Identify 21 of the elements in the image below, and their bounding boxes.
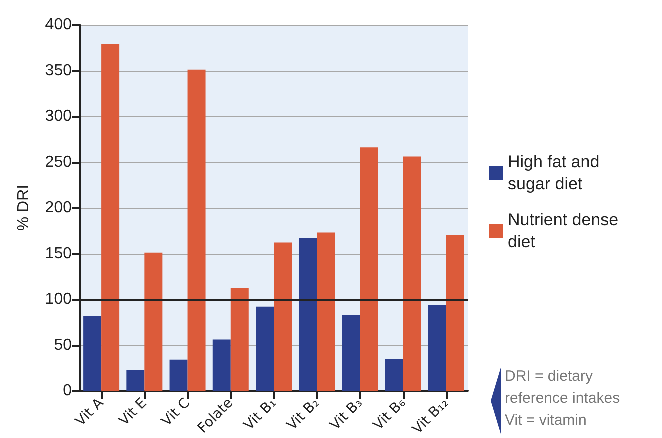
x-tick-label: Vit B₃ xyxy=(327,395,366,434)
x-tick-label: Vit B₆ xyxy=(370,395,410,434)
y-tick-label: 200 xyxy=(45,200,72,216)
x-tick-label: Vit B₂ xyxy=(284,395,323,434)
y-tick-label: 400 xyxy=(45,16,72,34)
y-tick-label: 100 xyxy=(45,291,72,308)
y-tick-label: 350 xyxy=(45,62,72,80)
x-tick-label: Vit B₁ xyxy=(241,395,280,434)
y-tick-label: 250 xyxy=(45,154,72,171)
legend-label: Nutrient dense diet xyxy=(508,210,624,252)
y-axis-title: % DRI xyxy=(16,184,32,232)
y-tick-label: 150 xyxy=(45,245,72,262)
y-tick-label: 50 xyxy=(54,336,72,354)
text: DRI = dietary reference intakes Vit = vitamin xyxy=(505,367,622,431)
x-tick-label: Vit B₁₂ xyxy=(410,395,452,438)
x-tick-label: Vit C xyxy=(158,395,194,430)
x-tick-label: Vit E xyxy=(116,395,150,430)
y-tick-label: 300 xyxy=(45,108,72,125)
y-tick-label: 0 xyxy=(63,382,72,400)
x-tick-label: Vit A xyxy=(72,395,108,430)
legend-label: High fat and sugar diet xyxy=(508,152,604,194)
